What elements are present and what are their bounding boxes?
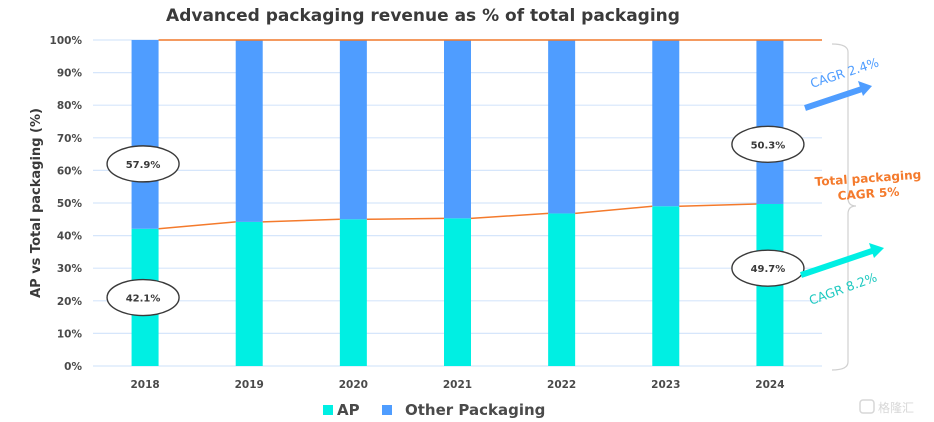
y-tick-label: 30% bbox=[57, 263, 83, 275]
label-bubble bbox=[731, 249, 805, 287]
watermark-logo-icon bbox=[859, 399, 875, 414]
y-tick-label: 100% bbox=[50, 35, 83, 47]
x-axis-ticks: 2018 2019 2020 2021 2022 2023 2024 bbox=[130, 379, 784, 391]
legend: AP Other Packaging bbox=[323, 401, 545, 419]
label-text: 57.9% bbox=[126, 160, 161, 171]
y-tick-label: 60% bbox=[57, 165, 83, 177]
bar-ap-2021 bbox=[444, 218, 471, 366]
bar-ap-2023 bbox=[652, 206, 680, 366]
y-tick-label: 90% bbox=[57, 68, 83, 80]
bar-ap-2022 bbox=[548, 213, 576, 366]
data-label-2018-other-packaging: 57.9% bbox=[106, 145, 180, 183]
x-tick-label: 2020 bbox=[339, 379, 368, 391]
legend-label-other: Other Packaging bbox=[405, 401, 545, 419]
y-axis-ticks: 0% 10% 20% 30% 40% 50% 60% 70% 80% 90% 100% bbox=[50, 35, 83, 373]
bar-ap-2019 bbox=[235, 221, 263, 366]
label-text: 50.3% bbox=[751, 140, 786, 151]
label-bubble bbox=[106, 278, 180, 317]
x-tick-label: 2019 bbox=[235, 379, 264, 391]
bar-other-packaging-2020 bbox=[339, 40, 367, 220]
label-text: 42.1% bbox=[126, 294, 161, 305]
x-tick-label: 2022 bbox=[547, 379, 576, 391]
data-label-2018-ap: 42.1% bbox=[106, 278, 180, 317]
legend-label-ap: AP bbox=[337, 401, 360, 419]
bar-other-packaging-2019 bbox=[235, 40, 263, 222]
bar-other-packaging-2023 bbox=[652, 40, 680, 207]
x-tick-label: 2021 bbox=[443, 379, 472, 391]
label-bubble bbox=[731, 125, 805, 164]
watermark: 格隆汇 bbox=[859, 399, 914, 415]
x-tick-label: 2018 bbox=[130, 379, 159, 391]
y-tick-label: 80% bbox=[57, 100, 83, 112]
data-labels: 57.9% 42.1% 50.3% 49.7% bbox=[106, 125, 805, 317]
y-tick-label: 50% bbox=[57, 198, 83, 210]
label-bubble bbox=[106, 145, 180, 183]
bar-other-packaging-2022 bbox=[548, 40, 576, 214]
label-text: 49.7% bbox=[751, 264, 786, 275]
watermark-text: 格隆汇 bbox=[878, 400, 914, 415]
bracket bbox=[831, 43, 857, 371]
y-tick-label: 10% bbox=[57, 328, 83, 340]
y-axis-label: AP vs Total packaging (%) bbox=[29, 108, 44, 298]
legend-swatch-ap bbox=[323, 405, 333, 415]
bar-ap-2020 bbox=[339, 219, 367, 366]
chart-title: Advanced packaging revenue as % of total… bbox=[166, 6, 680, 26]
y-tick-label: 0% bbox=[64, 361, 82, 373]
data-label-2024-ap: 49.7% bbox=[731, 249, 805, 287]
bar-other-packaging-2021 bbox=[444, 40, 471, 219]
cagr-other-arrow bbox=[804, 81, 872, 111]
data-label-2024-other-packaging: 50.3% bbox=[731, 125, 805, 164]
x-tick-label: 2023 bbox=[651, 379, 680, 391]
total-cagr-line1: Total packaging bbox=[814, 168, 921, 189]
x-tick-label: 2024 bbox=[755, 379, 784, 391]
lines bbox=[159, 39, 822, 229]
y-tick-label: 40% bbox=[57, 231, 83, 243]
legend-swatch-other bbox=[382, 405, 392, 415]
total-cagr-line2: CAGR 5% bbox=[837, 185, 900, 203]
cagr-ap-arrow bbox=[800, 243, 884, 278]
bar-other-packaging-2018 bbox=[131, 40, 159, 229]
bar-other-packaging-2024 bbox=[756, 40, 784, 204]
y-tick-label: 20% bbox=[57, 296, 83, 308]
cagr-ap-label: CAGR 8.2% bbox=[807, 269, 879, 307]
y-tick-label: 70% bbox=[57, 133, 83, 145]
